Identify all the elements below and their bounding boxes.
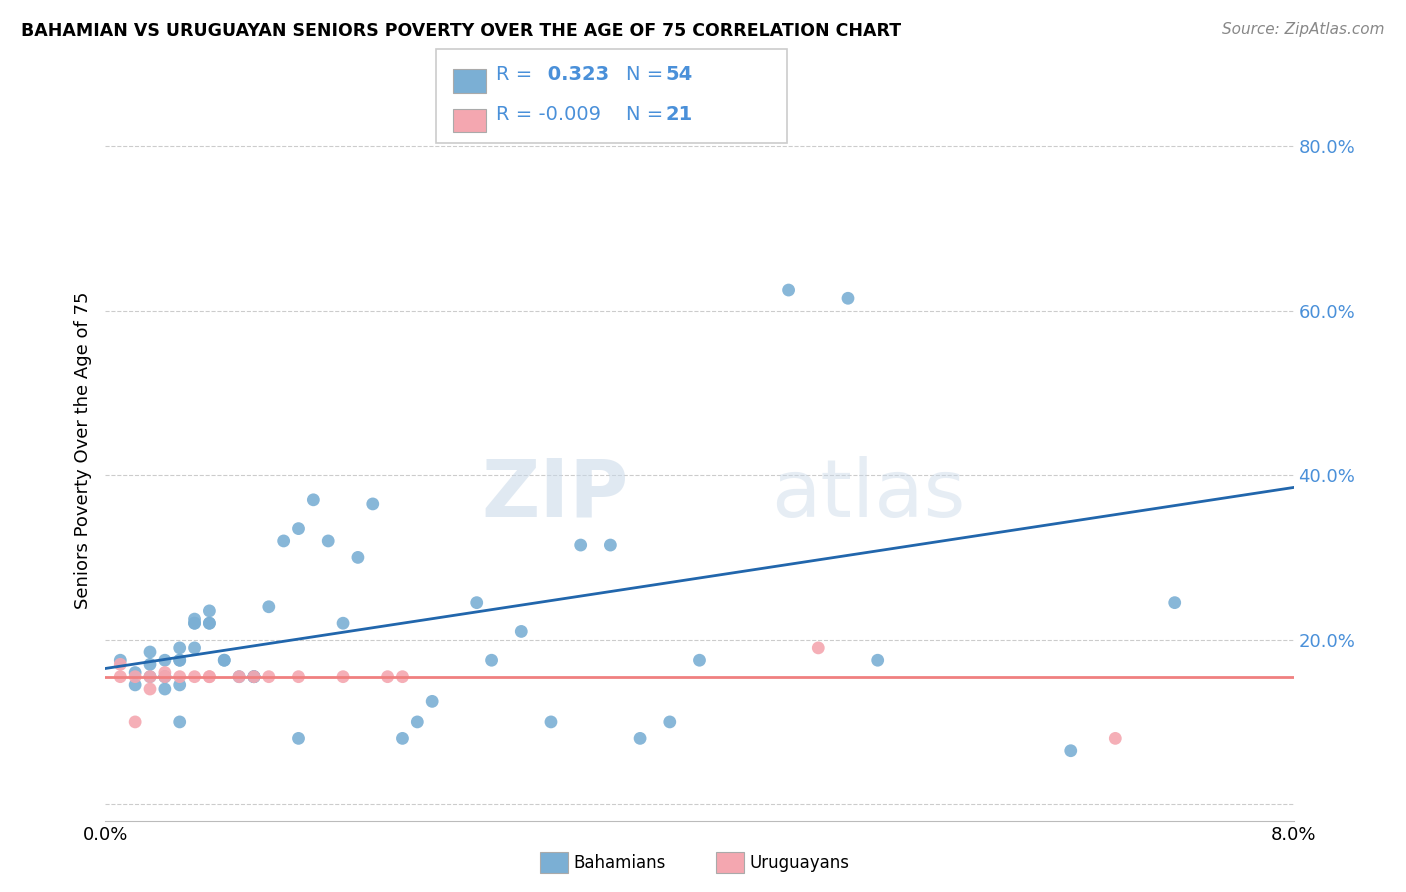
Point bbox=[837, 291, 859, 305]
Text: N =: N = bbox=[626, 105, 669, 124]
Point bbox=[124, 665, 146, 680]
Point bbox=[183, 640, 205, 655]
Text: R = -0.009: R = -0.009 bbox=[496, 105, 602, 124]
Point bbox=[183, 670, 205, 684]
Point bbox=[628, 731, 651, 746]
Point bbox=[153, 670, 176, 684]
Text: 0.323: 0.323 bbox=[541, 65, 609, 84]
Point bbox=[153, 665, 176, 680]
Point bbox=[302, 492, 325, 507]
Text: ZIP: ZIP bbox=[481, 456, 628, 534]
Point bbox=[540, 714, 562, 729]
Point bbox=[124, 678, 146, 692]
Point bbox=[465, 596, 488, 610]
Point bbox=[377, 670, 399, 684]
Point bbox=[139, 681, 162, 696]
Point bbox=[198, 604, 221, 618]
Point bbox=[153, 653, 176, 667]
Point bbox=[1060, 744, 1083, 758]
Point bbox=[139, 645, 162, 659]
Point bbox=[406, 714, 429, 729]
Point bbox=[807, 640, 830, 655]
Point bbox=[228, 670, 250, 684]
Point bbox=[183, 616, 205, 631]
Point bbox=[287, 522, 309, 536]
Point bbox=[287, 731, 309, 746]
Point bbox=[391, 670, 413, 684]
Point bbox=[169, 670, 191, 684]
Text: Source: ZipAtlas.com: Source: ZipAtlas.com bbox=[1222, 22, 1385, 37]
Point bbox=[110, 657, 132, 672]
Point bbox=[198, 670, 221, 684]
Point bbox=[332, 616, 354, 631]
Point bbox=[287, 670, 309, 684]
Point bbox=[198, 670, 221, 684]
Point bbox=[361, 497, 384, 511]
Point bbox=[169, 653, 191, 667]
Point bbox=[599, 538, 621, 552]
Point bbox=[228, 670, 250, 684]
Text: atlas: atlas bbox=[770, 456, 965, 534]
Point bbox=[198, 616, 221, 631]
Point bbox=[110, 653, 132, 667]
Point bbox=[273, 533, 295, 548]
Point bbox=[214, 653, 236, 667]
Point bbox=[420, 694, 443, 708]
Point bbox=[169, 714, 191, 729]
Text: N =: N = bbox=[626, 65, 669, 84]
Point bbox=[316, 533, 339, 548]
Point bbox=[243, 670, 266, 684]
Point bbox=[866, 653, 889, 667]
Point bbox=[332, 670, 354, 684]
Text: Bahamians: Bahamians bbox=[574, 854, 666, 871]
Point bbox=[124, 714, 146, 729]
Point bbox=[169, 653, 191, 667]
Point bbox=[243, 670, 266, 684]
Point bbox=[169, 640, 191, 655]
Point bbox=[1104, 731, 1126, 746]
Point bbox=[391, 731, 413, 746]
Point bbox=[183, 616, 205, 631]
Point bbox=[183, 612, 205, 626]
Point bbox=[153, 670, 176, 684]
Point bbox=[214, 653, 236, 667]
Text: BAHAMIAN VS URUGUAYAN SENIORS POVERTY OVER THE AGE OF 75 CORRELATION CHART: BAHAMIAN VS URUGUAYAN SENIORS POVERTY OV… bbox=[21, 22, 901, 40]
Point bbox=[658, 714, 681, 729]
Point bbox=[124, 670, 146, 684]
Point bbox=[139, 657, 162, 672]
Point bbox=[198, 616, 221, 631]
Point bbox=[569, 538, 592, 552]
Point bbox=[257, 599, 280, 614]
Point bbox=[510, 624, 533, 639]
Point bbox=[139, 670, 162, 684]
Text: 21: 21 bbox=[665, 105, 692, 124]
Point bbox=[243, 670, 266, 684]
Point bbox=[139, 670, 162, 684]
Point bbox=[257, 670, 280, 684]
Point bbox=[153, 670, 176, 684]
Point bbox=[481, 653, 503, 667]
Point bbox=[347, 550, 370, 565]
Text: Uruguayans: Uruguayans bbox=[749, 854, 849, 871]
Point bbox=[243, 670, 266, 684]
Text: 54: 54 bbox=[665, 65, 692, 84]
Y-axis label: Seniors Poverty Over the Age of 75: Seniors Poverty Over the Age of 75 bbox=[73, 292, 91, 609]
Point bbox=[1164, 596, 1187, 610]
Point bbox=[778, 283, 800, 297]
Point bbox=[153, 681, 176, 696]
Point bbox=[689, 653, 711, 667]
Point bbox=[110, 670, 132, 684]
Text: R =: R = bbox=[496, 65, 538, 84]
Point bbox=[169, 678, 191, 692]
